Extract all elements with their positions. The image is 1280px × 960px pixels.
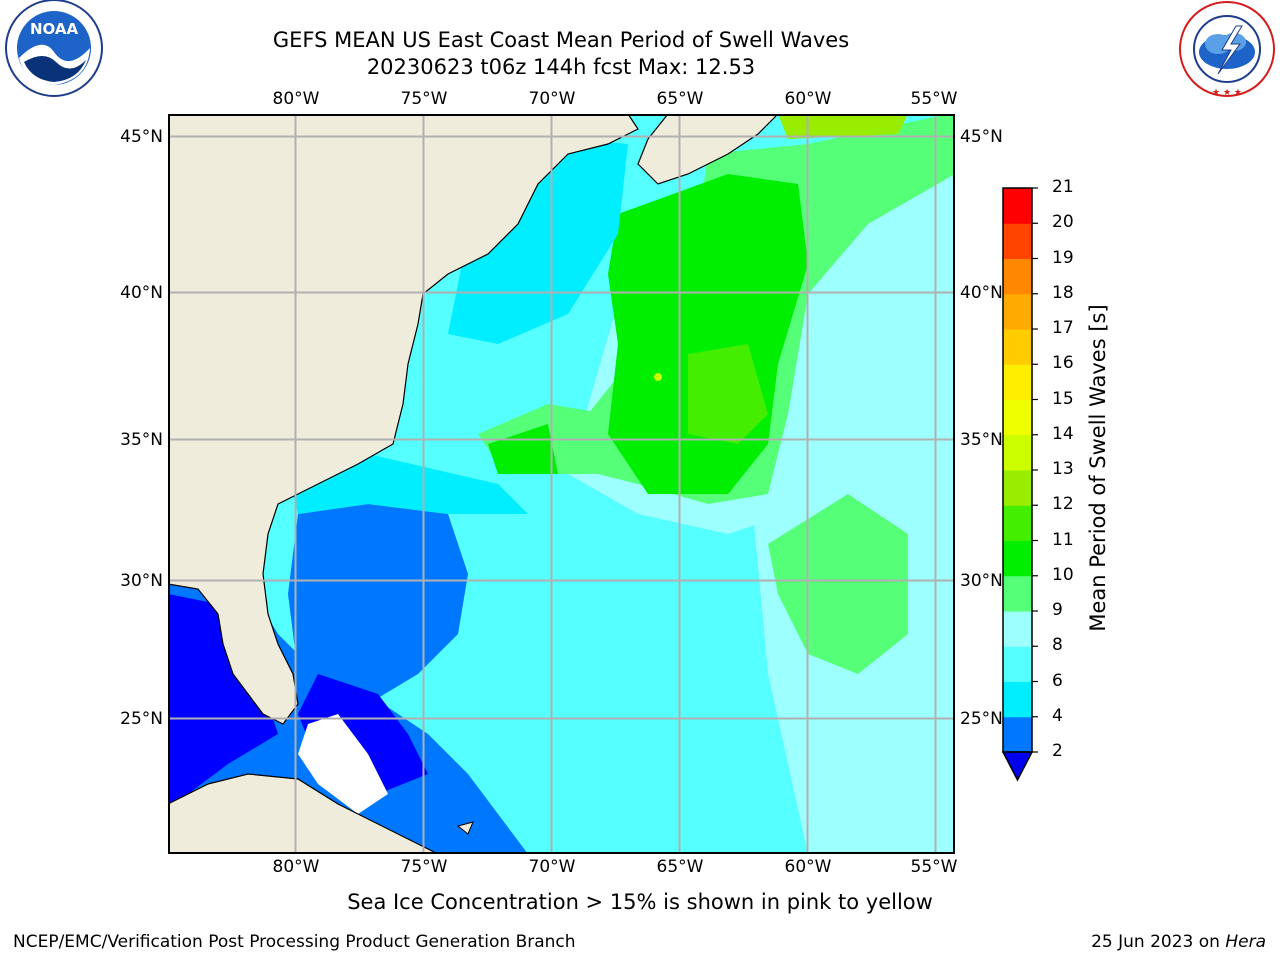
colorbar-segment — [1003, 293, 1032, 330]
colorbar-tick-label: 18 — [1052, 282, 1074, 303]
graticule — [168, 114, 955, 854]
lon-label-bottom: 65°W — [656, 857, 704, 877]
colorbar-segment — [1003, 611, 1032, 647]
north-america-land — [168, 114, 639, 725]
colorbar-segment — [1003, 223, 1032, 259]
lat-label-left: 45°N — [120, 127, 163, 147]
colorbar-tick-label: 21 — [1052, 177, 1074, 197]
colorbar-tick-label: 8 — [1052, 635, 1063, 656]
lat-label-left: 40°N — [120, 283, 163, 303]
colorbar-tick-label: 4 — [1052, 705, 1063, 726]
swell-zone-11s — [488, 424, 558, 474]
cuba-land — [168, 773, 439, 854]
swell-zone-12s — [688, 344, 768, 444]
nova-scotia-land — [637, 114, 779, 185]
swell-zone-13s — [778, 114, 908, 139]
lat-label-left: 30°N — [120, 571, 163, 591]
lon-label-top: 75°W — [400, 89, 448, 109]
lat-label-left: 25°N — [120, 709, 163, 729]
footer-date-text: 25 Jun 2023 on — [1091, 932, 1220, 952]
swell-max-point — [654, 373, 662, 381]
lat-label-right: 35°N — [960, 430, 1003, 450]
colorbar-tick-label: 15 — [1052, 388, 1074, 409]
colorbar-segment — [1003, 575, 1032, 612]
colorbar-segment — [1003, 188, 1032, 224]
island-land — [456, 821, 474, 835]
lon-label-bottom: 55°W — [910, 857, 958, 877]
map-frame — [168, 114, 955, 854]
no-data-area — [298, 714, 388, 814]
lon-label-top: 65°W — [656, 89, 704, 109]
lat-label-right: 30°N — [960, 571, 1003, 591]
lon-label-top: 55°W — [910, 89, 958, 109]
colorbar-tick-label: 16 — [1052, 353, 1074, 374]
noaa-logo: NOAA — [5, 0, 103, 97]
colorbar-tick-label: 20 — [1052, 212, 1074, 233]
colorbar-extend-triangle — [1001, 751, 1034, 782]
lat-label-right: 25°N — [960, 709, 1003, 729]
lon-label-top: 80°W — [272, 89, 320, 109]
colorbar-label: Mean Period of Swell Waves [s] — [1086, 304, 1110, 632]
colorbar-tick-label: 10 — [1052, 564, 1074, 585]
svg-text:★ ★ ★: ★ ★ ★ — [1212, 88, 1242, 98]
lat-label-left: 35°N — [120, 430, 163, 450]
colorbar-tick-label: 11 — [1052, 529, 1074, 550]
colorbar — [1001, 187, 1038, 782]
colorbar-segment — [1003, 434, 1032, 471]
colorbar-tick-label: 17 — [1052, 318, 1074, 338]
colorbar-tick-label: 6 — [1052, 670, 1063, 691]
swell-period-map — [168, 114, 955, 854]
footer-machine: Hera — [1225, 932, 1266, 952]
colorbar-tick-label: 9 — [1052, 600, 1063, 620]
swell-zone-2s — [168, 594, 278, 814]
sea-ice-caption: Sea Ice Concentration > 15% is shown in … — [347, 890, 933, 914]
lon-label-top: 60°W — [784, 89, 832, 109]
chart-title: GEFS MEAN US East Coast Mean Period of S… — [272, 28, 850, 52]
chart-subtitle: 20230623 t06z 144h fcst Max: 12.53 — [366, 55, 756, 79]
swell-zone-10s — [768, 494, 908, 674]
nws-logo: ★ ★ ★ — [1179, 1, 1275, 98]
colorbar-tick-label: 14 — [1052, 423, 1074, 444]
colorbar-segment — [1003, 681, 1032, 718]
colorbar-segment — [1003, 646, 1032, 682]
colorbar-segment — [1003, 258, 1032, 295]
colorbar-segment — [1003, 364, 1032, 400]
colorbar-segment — [1003, 540, 1032, 577]
colorbar-segment — [1003, 505, 1032, 541]
lat-label-right: 45°N — [960, 127, 1003, 147]
colorbar-segment — [1003, 470, 1032, 506]
colorbar-tick-label: 2 — [1052, 741, 1063, 761]
lat-label-right: 40°N — [960, 283, 1003, 303]
noaa-logo-text: NOAA — [30, 20, 79, 38]
lon-label-top: 70°W — [528, 89, 576, 109]
colorbar-segment — [1003, 329, 1032, 365]
colorbar-segment — [1003, 399, 1032, 436]
lon-label-bottom: 70°W — [528, 857, 576, 877]
lon-label-bottom: 60°W — [784, 857, 832, 877]
footer-date: 25 Jun 2023 on Hera — [1091, 932, 1266, 952]
lon-label-bottom: 80°W — [272, 857, 320, 877]
colorbar-segment — [1003, 716, 1032, 753]
lon-label-bottom: 75°W — [400, 857, 448, 877]
colorbar-tick-label: 19 — [1052, 247, 1074, 268]
footer-branch: NCEP/EMC/Verification Post Processing Pr… — [13, 932, 576, 952]
colorbar-tick-label: 13 — [1052, 459, 1074, 479]
colorbar-tick-label: 12 — [1052, 494, 1074, 515]
